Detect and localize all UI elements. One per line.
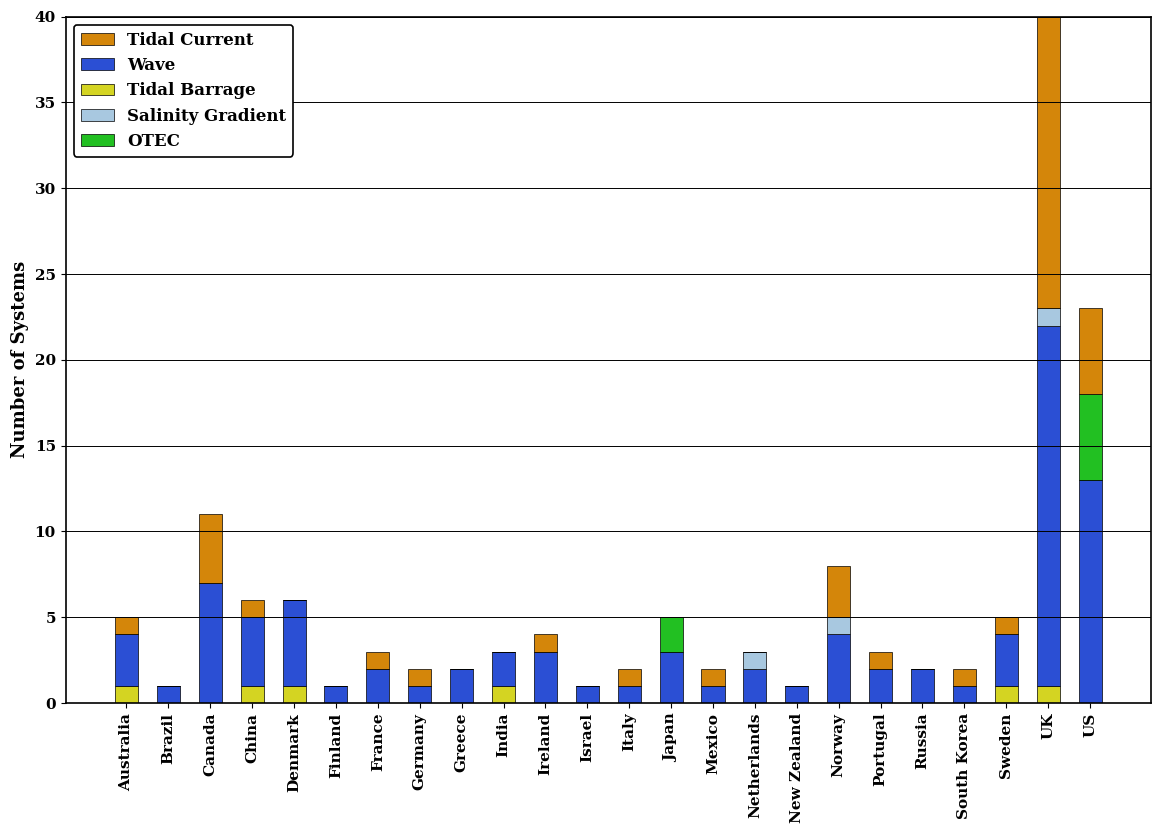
Bar [911,669,934,703]
Bar [827,635,851,703]
Bar [492,686,515,703]
Y-axis label: Number of Systems: Number of Systems [12,261,29,459]
Bar [827,617,851,635]
Bar [324,686,347,703]
Bar [869,669,892,703]
Bar [408,686,431,703]
Bar [953,686,976,703]
Bar [1078,309,1102,394]
Bar [995,617,1018,635]
Bar [744,669,767,703]
Bar [450,669,473,703]
Bar [995,686,1018,703]
Bar [995,635,1018,686]
Bar [241,600,264,617]
Bar [115,635,138,686]
Bar [408,669,431,686]
Bar [660,617,682,651]
Bar [786,686,809,703]
Bar [492,651,515,686]
Bar [115,617,138,635]
Bar [1078,480,1102,703]
Bar [199,515,222,583]
Bar [702,686,725,703]
Bar [366,651,389,669]
Bar [869,651,892,669]
Bar [241,686,264,703]
Bar [702,669,725,686]
Bar [953,669,976,686]
Bar [533,651,557,703]
Bar [1037,17,1060,309]
Bar [660,651,682,703]
Bar [157,686,180,703]
Bar [744,651,767,669]
Bar [618,686,640,703]
Bar [1037,325,1060,686]
Bar [618,669,640,686]
Bar [282,600,306,686]
Bar [533,635,557,651]
Bar [1037,309,1060,325]
Bar [241,617,264,686]
Bar [115,686,138,703]
Bar [576,686,598,703]
Bar [282,686,306,703]
Bar [1037,686,1060,703]
Bar [366,669,389,703]
Bar [827,565,851,617]
Bar [1078,394,1102,480]
Legend: Tidal Current, Wave, Tidal Barrage, Salinity Gradient, OTEC: Tidal Current, Wave, Tidal Barrage, Sali… [74,25,293,157]
Bar [199,583,222,703]
